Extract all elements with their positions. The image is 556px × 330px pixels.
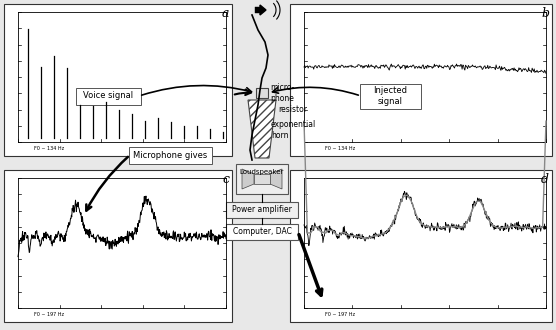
Text: micro-
phone: micro- phone — [270, 83, 294, 103]
Text: Injected
signal: Injected signal — [373, 86, 407, 106]
Text: resistor: resistor — [278, 105, 307, 114]
Text: exponential
horn: exponential horn — [271, 120, 316, 140]
Text: Computer, DAC: Computer, DAC — [232, 227, 291, 237]
Text: F0 ~ 197 Hz: F0 ~ 197 Hz — [325, 312, 355, 317]
Bar — [4, 170, 232, 322]
Bar — [226, 224, 298, 240]
FancyBboxPatch shape — [128, 147, 211, 163]
Text: Voice signal: Voice signal — [83, 91, 133, 101]
Bar — [256, 88, 268, 98]
Text: Microphone gives: Microphone gives — [133, 150, 207, 159]
Text: b: b — [541, 7, 549, 20]
Text: F0 ~ 134 Hz: F0 ~ 134 Hz — [34, 146, 64, 151]
Polygon shape — [248, 100, 276, 158]
Polygon shape — [260, 5, 266, 15]
Bar — [290, 4, 552, 156]
Text: Loudspeaker: Loudspeaker — [240, 169, 284, 175]
Bar — [236, 164, 288, 194]
Bar — [226, 202, 298, 218]
Text: F0 ~ 134 Hz: F0 ~ 134 Hz — [325, 146, 355, 151]
Text: d: d — [541, 173, 549, 186]
Bar — [4, 4, 232, 156]
FancyBboxPatch shape — [360, 83, 420, 109]
Bar — [255, 7, 260, 13]
Polygon shape — [270, 169, 282, 189]
Text: c: c — [222, 173, 229, 186]
Text: F0 ~ 197 Hz: F0 ~ 197 Hz — [34, 312, 64, 317]
Text: a: a — [221, 7, 229, 20]
FancyBboxPatch shape — [76, 87, 141, 105]
Polygon shape — [242, 169, 254, 189]
Text: Power amplifier: Power amplifier — [232, 206, 292, 214]
Bar — [254, 174, 270, 184]
Bar — [290, 170, 552, 322]
